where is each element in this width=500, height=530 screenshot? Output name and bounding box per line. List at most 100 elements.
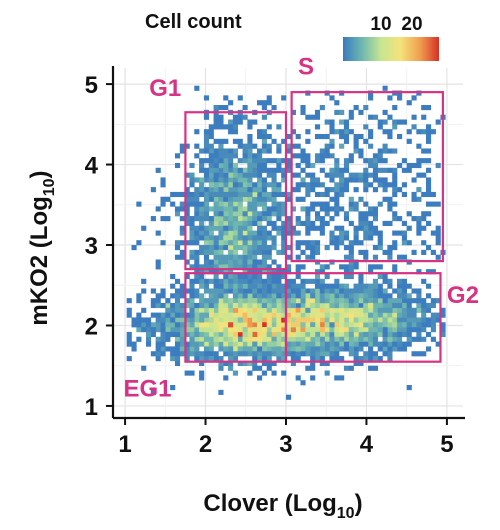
- density-cell: [339, 341, 345, 347]
- density-cell: [218, 264, 224, 270]
- density-cell: [174, 356, 181, 362]
- density-cell: [150, 187, 156, 193]
- density-cell: [276, 201, 282, 207]
- density-cell: [213, 269, 219, 275]
- density-cell: [203, 322, 210, 328]
- density-cell: [242, 148, 248, 154]
- density-cell: [194, 331, 200, 338]
- density-cell: [257, 317, 263, 323]
- density-cell: [160, 182, 166, 188]
- density-cell: [310, 322, 316, 328]
- density-cell: [232, 346, 239, 352]
- density-cell: [372, 172, 379, 178]
- density-cell: [329, 216, 335, 222]
- density-cell: [324, 172, 330, 178]
- density-cell: [261, 211, 267, 217]
- density-cell: [237, 288, 243, 294]
- density-cell: [411, 124, 417, 130]
- density-cell: [382, 278, 388, 284]
- density-cell: [257, 293, 263, 299]
- density-cell: [348, 298, 354, 304]
- density-cell: [406, 225, 412, 231]
- density-cell: [343, 293, 350, 299]
- density-cell: [223, 220, 229, 227]
- density-cell: [329, 283, 335, 289]
- density-cell: [295, 346, 301, 352]
- density-cell: [257, 278, 263, 284]
- density-cell: [377, 124, 383, 130]
- density-cell: [261, 293, 267, 299]
- density-cell: [242, 336, 248, 342]
- density-cell: [271, 370, 277, 376]
- density-cell: [155, 167, 161, 173]
- density-cell: [285, 298, 292, 304]
- density-cell: [208, 293, 214, 299]
- density-cell: [305, 225, 311, 231]
- density-cell: [228, 206, 234, 212]
- density-cell: [271, 105, 277, 111]
- density-cell: [155, 259, 161, 265]
- density-cell: [319, 346, 325, 352]
- density-cell: [218, 259, 224, 265]
- density-cell: [377, 283, 383, 289]
- density-cell: [174, 206, 181, 212]
- density-cell: [242, 240, 248, 246]
- density-cell: [145, 317, 152, 323]
- density-cell: [184, 317, 190, 323]
- density-cell: [406, 336, 412, 342]
- density-cell: [411, 114, 417, 120]
- density-cell: [232, 327, 239, 333]
- density-cell: [401, 240, 407, 246]
- density-cell: [271, 182, 277, 188]
- density-cell: [372, 216, 379, 222]
- density-cell: [237, 201, 243, 207]
- density-cell: [257, 346, 263, 352]
- density-cell: [174, 331, 181, 338]
- density-cell: [136, 240, 142, 246]
- density-cell: [397, 162, 403, 169]
- density-cell: [247, 360, 253, 367]
- density-cell: [319, 283, 325, 289]
- density-cell: [242, 225, 248, 231]
- density-cell: [387, 298, 393, 304]
- density-cell: [257, 249, 263, 255]
- density-cell: [372, 187, 379, 193]
- density-cell: [358, 211, 364, 217]
- density-cell: [237, 177, 243, 183]
- density-cell: [281, 225, 287, 231]
- density-cell: [247, 182, 253, 188]
- density-cell: [382, 143, 388, 149]
- density-cell: [310, 360, 316, 367]
- density-cell: [368, 182, 374, 188]
- density-cell: [411, 298, 417, 304]
- density-cell: [281, 298, 287, 304]
- density-cell: [179, 307, 185, 313]
- density-cell: [261, 240, 267, 246]
- density-cell: [232, 317, 239, 323]
- density-cell: [300, 206, 306, 212]
- density-cell: [300, 148, 306, 154]
- density-cell: [397, 288, 403, 294]
- density-cell: [348, 312, 354, 318]
- density-cell: [281, 235, 287, 241]
- density-cell: [440, 322, 446, 328]
- density-cell: [310, 302, 316, 309]
- density-cell: [199, 269, 205, 275]
- density-cell: [285, 196, 292, 202]
- density-cell: [228, 346, 234, 352]
- density-cell: [237, 273, 243, 280]
- density-cell: [382, 346, 388, 352]
- density-cell: [232, 331, 239, 338]
- density-cell: [257, 220, 263, 227]
- density-cell: [179, 322, 185, 328]
- density-cell: [213, 225, 219, 231]
- density-cell: [387, 129, 393, 135]
- density-cell: [218, 317, 224, 323]
- density-cell: [348, 158, 354, 164]
- density-cell: [252, 293, 258, 299]
- density-cell: [189, 278, 195, 284]
- density-cell: [387, 254, 393, 260]
- density-cell: [184, 302, 190, 309]
- density-cell: [223, 211, 229, 217]
- density-cell: [257, 167, 263, 173]
